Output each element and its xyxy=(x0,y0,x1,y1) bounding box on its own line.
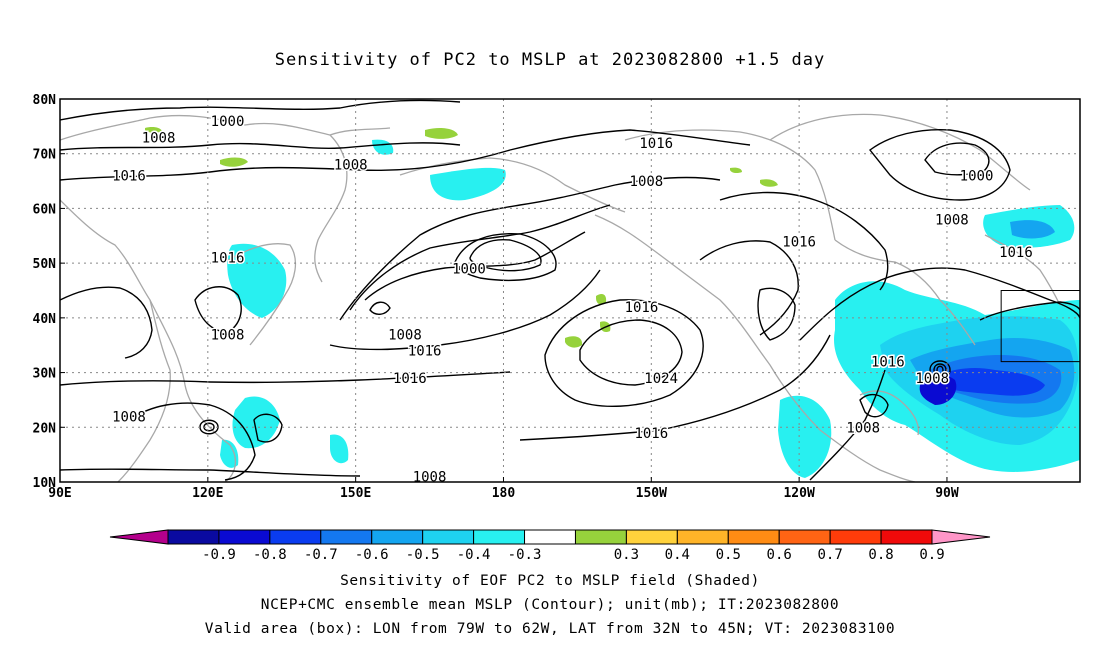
colorbar-swatch xyxy=(524,529,576,545)
lat-tick-label: 10N xyxy=(33,476,57,491)
contour-label: 1008 xyxy=(935,212,969,228)
colorbar-swatch xyxy=(320,529,373,545)
valid-area-box xyxy=(1000,290,1080,363)
contour-label: 1016 xyxy=(112,169,146,185)
colorbar-swatch xyxy=(473,529,526,545)
contour-label: 1008 xyxy=(142,130,176,146)
colorbar-extend-high xyxy=(931,529,991,545)
colorbar-swatch xyxy=(269,529,322,545)
coastlines xyxy=(60,113,1061,482)
contour-label: 1016 xyxy=(625,300,659,316)
lat-tick-label: 40N xyxy=(33,312,57,327)
colorbar-label: -0.5 xyxy=(406,547,440,563)
lon-tick-label: 150E xyxy=(340,486,371,501)
lon-tick-label: 120E xyxy=(192,486,223,501)
colorbar-swatch xyxy=(625,529,678,545)
map-frame xyxy=(59,98,1081,483)
colorbar-swatch xyxy=(167,529,220,545)
contour-label: 1008 xyxy=(112,409,146,425)
colorbar-swatch xyxy=(422,529,475,545)
lat-tick-label: 30N xyxy=(33,367,57,382)
contour-label: 1016 xyxy=(782,234,816,250)
contour-label: 1016 xyxy=(871,355,905,371)
map-title: Sensitivity of PC2 to MSLP at 2023082800… xyxy=(274,50,826,70)
colorbar-swatch xyxy=(829,529,882,545)
contour-label: 1016 xyxy=(393,371,427,387)
colorbar-label: 0.4 xyxy=(665,547,690,563)
colorbar-label: -0.8 xyxy=(253,547,287,563)
colorbar-extend-low xyxy=(109,529,169,545)
contour-label: 1016 xyxy=(999,245,1033,261)
colorbar-swatch xyxy=(218,529,271,545)
contour-label: 1008 xyxy=(915,371,949,387)
colorbar-label: -0.3 xyxy=(508,547,542,563)
colorbar: -0.9 -0.8 -0.7 -0.6 -0.5 -0.4 -0.3 0.3 0.4 0.5 0.6… xyxy=(109,529,991,563)
caption-line-2: NCEP+CMC ensemble mean MSLP (Contour); u… xyxy=(260,597,840,613)
contour-label: 1000 xyxy=(211,114,245,130)
lat-tick-label: 50N xyxy=(33,257,57,272)
contour-label: 1000 xyxy=(452,262,486,278)
lon-tick-label: 90E xyxy=(48,486,71,501)
caption-line-3: Valid area (box): LON from 79W to 62W, L… xyxy=(204,621,896,637)
lat-tick-label: 20N xyxy=(33,421,57,436)
mslp-contours xyxy=(60,99,1080,481)
colorbar-label: -0.7 xyxy=(304,547,338,563)
colorbar-label: 0.9 xyxy=(919,547,944,563)
contour-label: 1016 xyxy=(211,251,245,267)
lat-tick-label: 70N xyxy=(33,148,57,163)
colorbar-label: -0.4 xyxy=(457,547,491,563)
contour-label: 1016 xyxy=(408,344,442,360)
contour-label: 1024 xyxy=(644,371,678,387)
colorbar-label: 0.8 xyxy=(868,547,893,563)
contour-label: 1000 xyxy=(960,169,994,185)
contour-label: 1008 xyxy=(211,327,245,343)
sensitivity-shading xyxy=(145,127,1080,478)
colorbar-swatch xyxy=(727,529,780,545)
axis-labels: 90E 120E 150E 180 150W 120W 90W 80N 70N 60N 50N 40N… xyxy=(33,93,959,501)
lat-tick-label: 60N xyxy=(33,202,57,217)
colorbar-swatch xyxy=(778,529,831,545)
contour-label: 1008 xyxy=(388,327,422,343)
contour-label: 1016 xyxy=(639,136,673,152)
lon-tick-label: 90W xyxy=(935,486,959,501)
contour-label: 1008 xyxy=(630,174,664,190)
lon-tick-label: 150W xyxy=(636,486,667,501)
contour-label: 1016 xyxy=(634,426,668,442)
colorbar-label: 0.7 xyxy=(817,547,842,563)
colorbar-swatch xyxy=(676,529,729,545)
lon-tick-label: 120W xyxy=(783,486,814,501)
colorbar-label: 0.3 xyxy=(614,547,639,563)
colorbar-label: 0.5 xyxy=(716,547,741,563)
colorbar-label: 0.6 xyxy=(767,547,792,563)
lat-tick-label: 80N xyxy=(33,93,57,108)
colorbar-label: -0.9 xyxy=(202,547,236,563)
caption-line-1: Sensitivity of EOF PC2 to MSLP field (Sh… xyxy=(340,573,760,589)
colorbar-swatch xyxy=(574,529,627,545)
contour-label: 1008 xyxy=(334,158,368,174)
colorbar-swatch xyxy=(880,529,933,545)
colorbar-swatch xyxy=(371,529,424,545)
contour-label: 1008 xyxy=(846,420,880,436)
colorbar-label: -0.6 xyxy=(355,547,389,563)
contour-label: 1008 xyxy=(413,470,447,486)
lon-tick-label: 180 xyxy=(492,486,516,501)
